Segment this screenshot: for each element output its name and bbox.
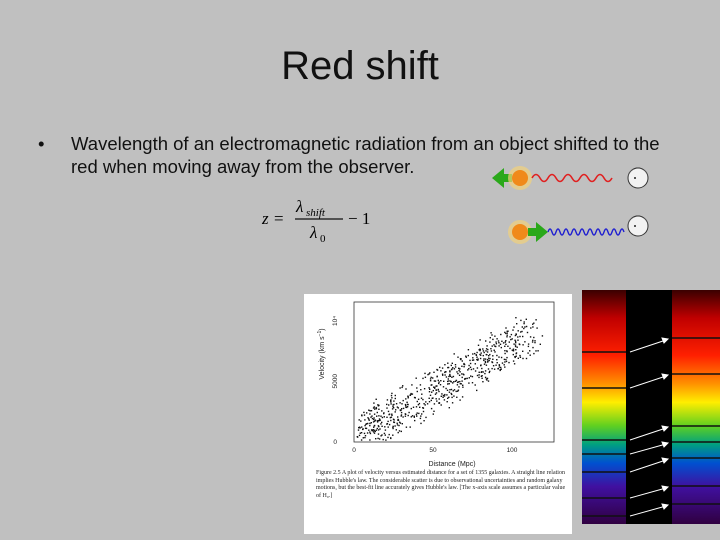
y-axis-label: Velocity (km s−1) bbox=[317, 328, 326, 379]
x-tick-label: 50 bbox=[429, 447, 437, 454]
doppler-diagram bbox=[492, 166, 649, 244]
blue-wave bbox=[547, 228, 625, 236]
x-axis-label: Distance (Mpc) bbox=[428, 461, 475, 468]
observer-icon bbox=[627, 215, 649, 237]
approaching-row bbox=[508, 215, 649, 244]
observer-icon bbox=[627, 167, 649, 189]
equation-numerator-sub: shift bbox=[306, 207, 326, 219]
reference-spectrum bbox=[582, 290, 626, 524]
sun-icon bbox=[508, 220, 532, 244]
equation-denominator-sub: 0 bbox=[320, 233, 326, 245]
bullet-mark: • bbox=[38, 133, 45, 154]
slide-title: Red shift bbox=[281, 44, 439, 88]
equation-lhs: z = bbox=[261, 209, 284, 228]
hubble-scatter-plot: Velocity (km s−1) 0 5000 10⁴ 0 50 100 Di… bbox=[317, 301, 555, 468]
shift-arrows bbox=[629, 337, 670, 517]
equation-denominator: λ bbox=[309, 223, 317, 242]
right-arrow-icon bbox=[536, 222, 548, 242]
equation-numerator: λ bbox=[295, 197, 303, 216]
absorption-lines bbox=[582, 337, 720, 517]
bullet-text: Wavelength of an electromagnetic radiati… bbox=[71, 133, 660, 177]
plot-frame bbox=[353, 301, 555, 443]
sun-icon bbox=[508, 166, 532, 190]
shifted-spectrum bbox=[672, 290, 720, 524]
y-tick-label: 10⁴ bbox=[332, 316, 339, 326]
y-tick-label: 5000 bbox=[332, 374, 339, 389]
spectral-lines-comparison bbox=[582, 290, 720, 524]
left-arrow-icon bbox=[492, 168, 504, 188]
equation-rhs: − 1 bbox=[348, 209, 370, 228]
scatter-points bbox=[356, 317, 544, 441]
y-tick-label: 0 bbox=[333, 439, 337, 446]
x-tick-label: 0 bbox=[352, 447, 356, 454]
red-wave bbox=[531, 173, 613, 183]
redshift-equation: z = λ shift λ 0 − 1 bbox=[261, 197, 370, 245]
x-tick-label: 100 bbox=[507, 447, 518, 454]
black-band bbox=[626, 290, 672, 524]
figure-caption: Figure 2.5 A plot of velocity versus est… bbox=[316, 470, 566, 499]
hubble-plot-figure: Velocity (km s−1) 0 5000 10⁴ 0 50 100 Di… bbox=[304, 294, 572, 534]
receding-row bbox=[492, 166, 649, 190]
